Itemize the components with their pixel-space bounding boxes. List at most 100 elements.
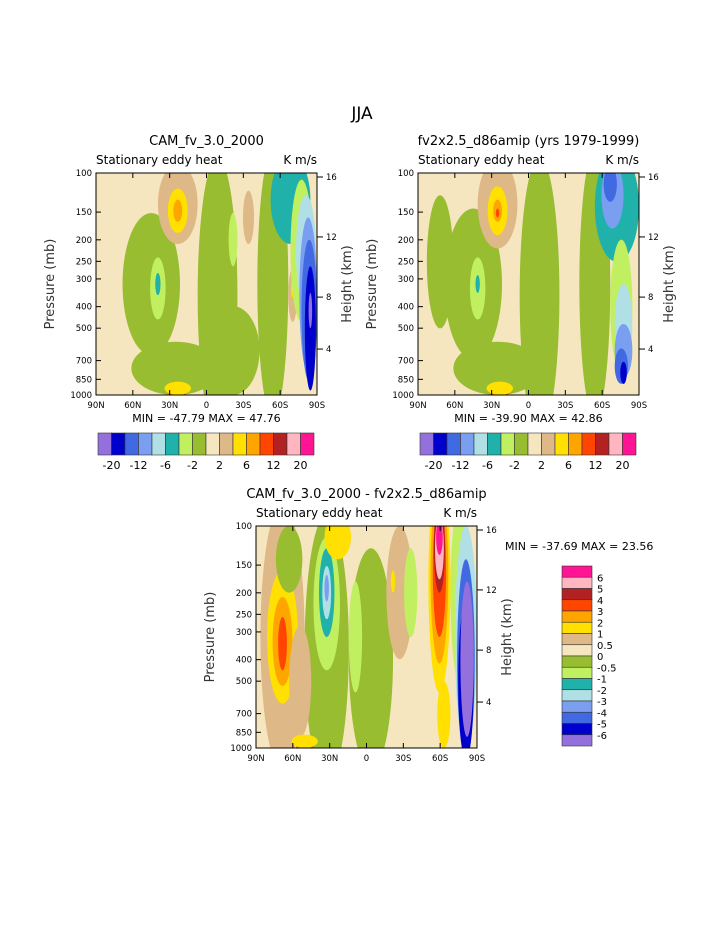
contour-region: [164, 381, 192, 395]
colorbar-box: [561, 711, 593, 724]
x-tick-label: 60N: [284, 754, 301, 764]
colorbar-label: -2: [187, 459, 198, 472]
left-subtitle: Stationary eddy heat: [96, 153, 223, 167]
left-subtitle: Stationary eddy heat: [256, 506, 383, 520]
y-tick-label: 250: [236, 610, 252, 620]
y-tick-label: 850: [236, 728, 252, 738]
colorbar-label: -0.5: [597, 663, 617, 674]
x-tick-label: 0: [526, 401, 531, 411]
contour-region: [404, 548, 418, 637]
contour-region: [206, 306, 260, 395]
colorbar-box: [561, 689, 593, 702]
colorbar-box: [561, 655, 593, 668]
contour-region: [308, 292, 313, 329]
panel-title: CAM_fv_3.0_2000 - fv2x2.5_d86amip: [246, 487, 486, 502]
colorbar-label: -2: [509, 459, 520, 472]
colorbar-label: 12: [267, 459, 281, 472]
contour-region: [278, 617, 287, 671]
y-tick-label: 300: [236, 628, 252, 638]
panel-title: fv2x2.5_d86amip (yrs 1979-1999): [418, 134, 640, 149]
colorbar-box: [541, 432, 556, 456]
colorbar-box: [608, 432, 623, 456]
y2-tick-label: 16: [486, 526, 497, 536]
panel-3: CAM_fv_3.0_2000 - fv2x2.5_d86amip Station…: [203, 487, 653, 764]
y-tick-label: 100: [398, 169, 414, 179]
colorbar-label: -6: [482, 459, 493, 472]
contour-region: [460, 581, 474, 737]
colorbar-box: [561, 734, 593, 747]
x-tick-label: 30N: [483, 401, 500, 411]
y-tick-label: 200: [76, 236, 92, 246]
contour-region: [291, 734, 318, 748]
y2-axis-label: Height (km): [340, 245, 355, 322]
colorbar-label: 2: [216, 459, 223, 472]
colorbar-label: 2: [538, 459, 545, 472]
colorbar-box: [561, 666, 593, 679]
contour-region: [390, 570, 396, 593]
y2-tick-label: 12: [326, 233, 337, 243]
colorbar-box: [568, 432, 583, 456]
colorbar-box: [622, 432, 637, 456]
min-max-text: MIN = -39.90 MAX = 42.86: [454, 412, 602, 425]
colorbar-label: -12: [130, 459, 148, 472]
colorbar-label: -2: [597, 686, 607, 697]
x-tick-label: 90N: [247, 754, 264, 764]
min-max-text: MIN = -37.69 MAX = 23.56: [505, 540, 653, 553]
panel-1: CAM_fv_3.0_2000 Stationary eddy heat K m/s…: [43, 134, 355, 472]
colorbar-box: [561, 588, 593, 601]
colorbar-box: [595, 432, 610, 456]
colorbar-label: -6: [160, 459, 171, 472]
colorbar-box: [500, 432, 515, 456]
colorbar-box: [300, 432, 315, 456]
y-tick-label: 150: [398, 208, 414, 218]
x-tick-label: 60S: [432, 754, 448, 764]
contour-field: [96, 173, 317, 395]
colorbar-box: [219, 432, 234, 456]
y-tick-label: 250: [398, 257, 414, 267]
y-tick-label: 300: [76, 275, 92, 285]
contour-region: [620, 361, 627, 384]
colorbar-box: [246, 432, 261, 456]
colorbar-box: [97, 432, 112, 456]
colorbar-box: [561, 565, 593, 578]
contour-region: [486, 381, 514, 395]
colorbar-label: 6: [597, 573, 603, 584]
y-tick-label: 400: [76, 303, 92, 313]
x-tick-label: 60S: [272, 401, 288, 411]
y2-axis-label: Height (km): [500, 598, 515, 675]
x-tick-label: 60S: [594, 401, 610, 411]
colorbar-box: [124, 432, 139, 456]
x-tick-label: 0: [364, 754, 369, 764]
colorbar-box: [419, 432, 434, 456]
contour-region: [426, 195, 454, 329]
x-tick-label: 30N: [321, 754, 338, 764]
colorbar-label: -6: [597, 731, 607, 742]
colorbar-label: -1: [597, 675, 607, 686]
colorbar-box: [581, 432, 596, 456]
contour-region: [275, 526, 303, 593]
y-axis-label: Pressure (mb): [43, 239, 58, 330]
y2-tick-label: 8: [486, 646, 491, 656]
y2-tick-label: 8: [648, 293, 653, 303]
colorbar-box: [561, 599, 593, 612]
y-tick-label: 1000: [230, 744, 252, 754]
colorbar-label: 20: [294, 459, 308, 472]
y-tick-label: 150: [76, 208, 92, 218]
colorbar-box: [165, 432, 180, 456]
colorbar-box: [561, 576, 593, 589]
colorbar-label: 1: [597, 630, 603, 641]
left-subtitle: Stationary eddy heat: [418, 153, 545, 167]
x-tick-label: 90S: [631, 401, 647, 411]
min-max-text: MIN = -47.79 MAX = 47.76: [132, 412, 280, 425]
contour-region: [495, 208, 500, 218]
colorbar-label: -5: [597, 720, 607, 731]
colorbar-label: 2: [597, 618, 603, 629]
colorbar-label: 3: [597, 607, 603, 618]
colorbar-label: -20: [103, 459, 121, 472]
colorbar-box: [561, 644, 593, 657]
colorbar-box: [561, 633, 593, 646]
colorbar-box: [111, 432, 126, 456]
colorbar-label: 6: [243, 459, 250, 472]
colorbar-box: [286, 432, 301, 456]
contour-region: [228, 212, 238, 267]
